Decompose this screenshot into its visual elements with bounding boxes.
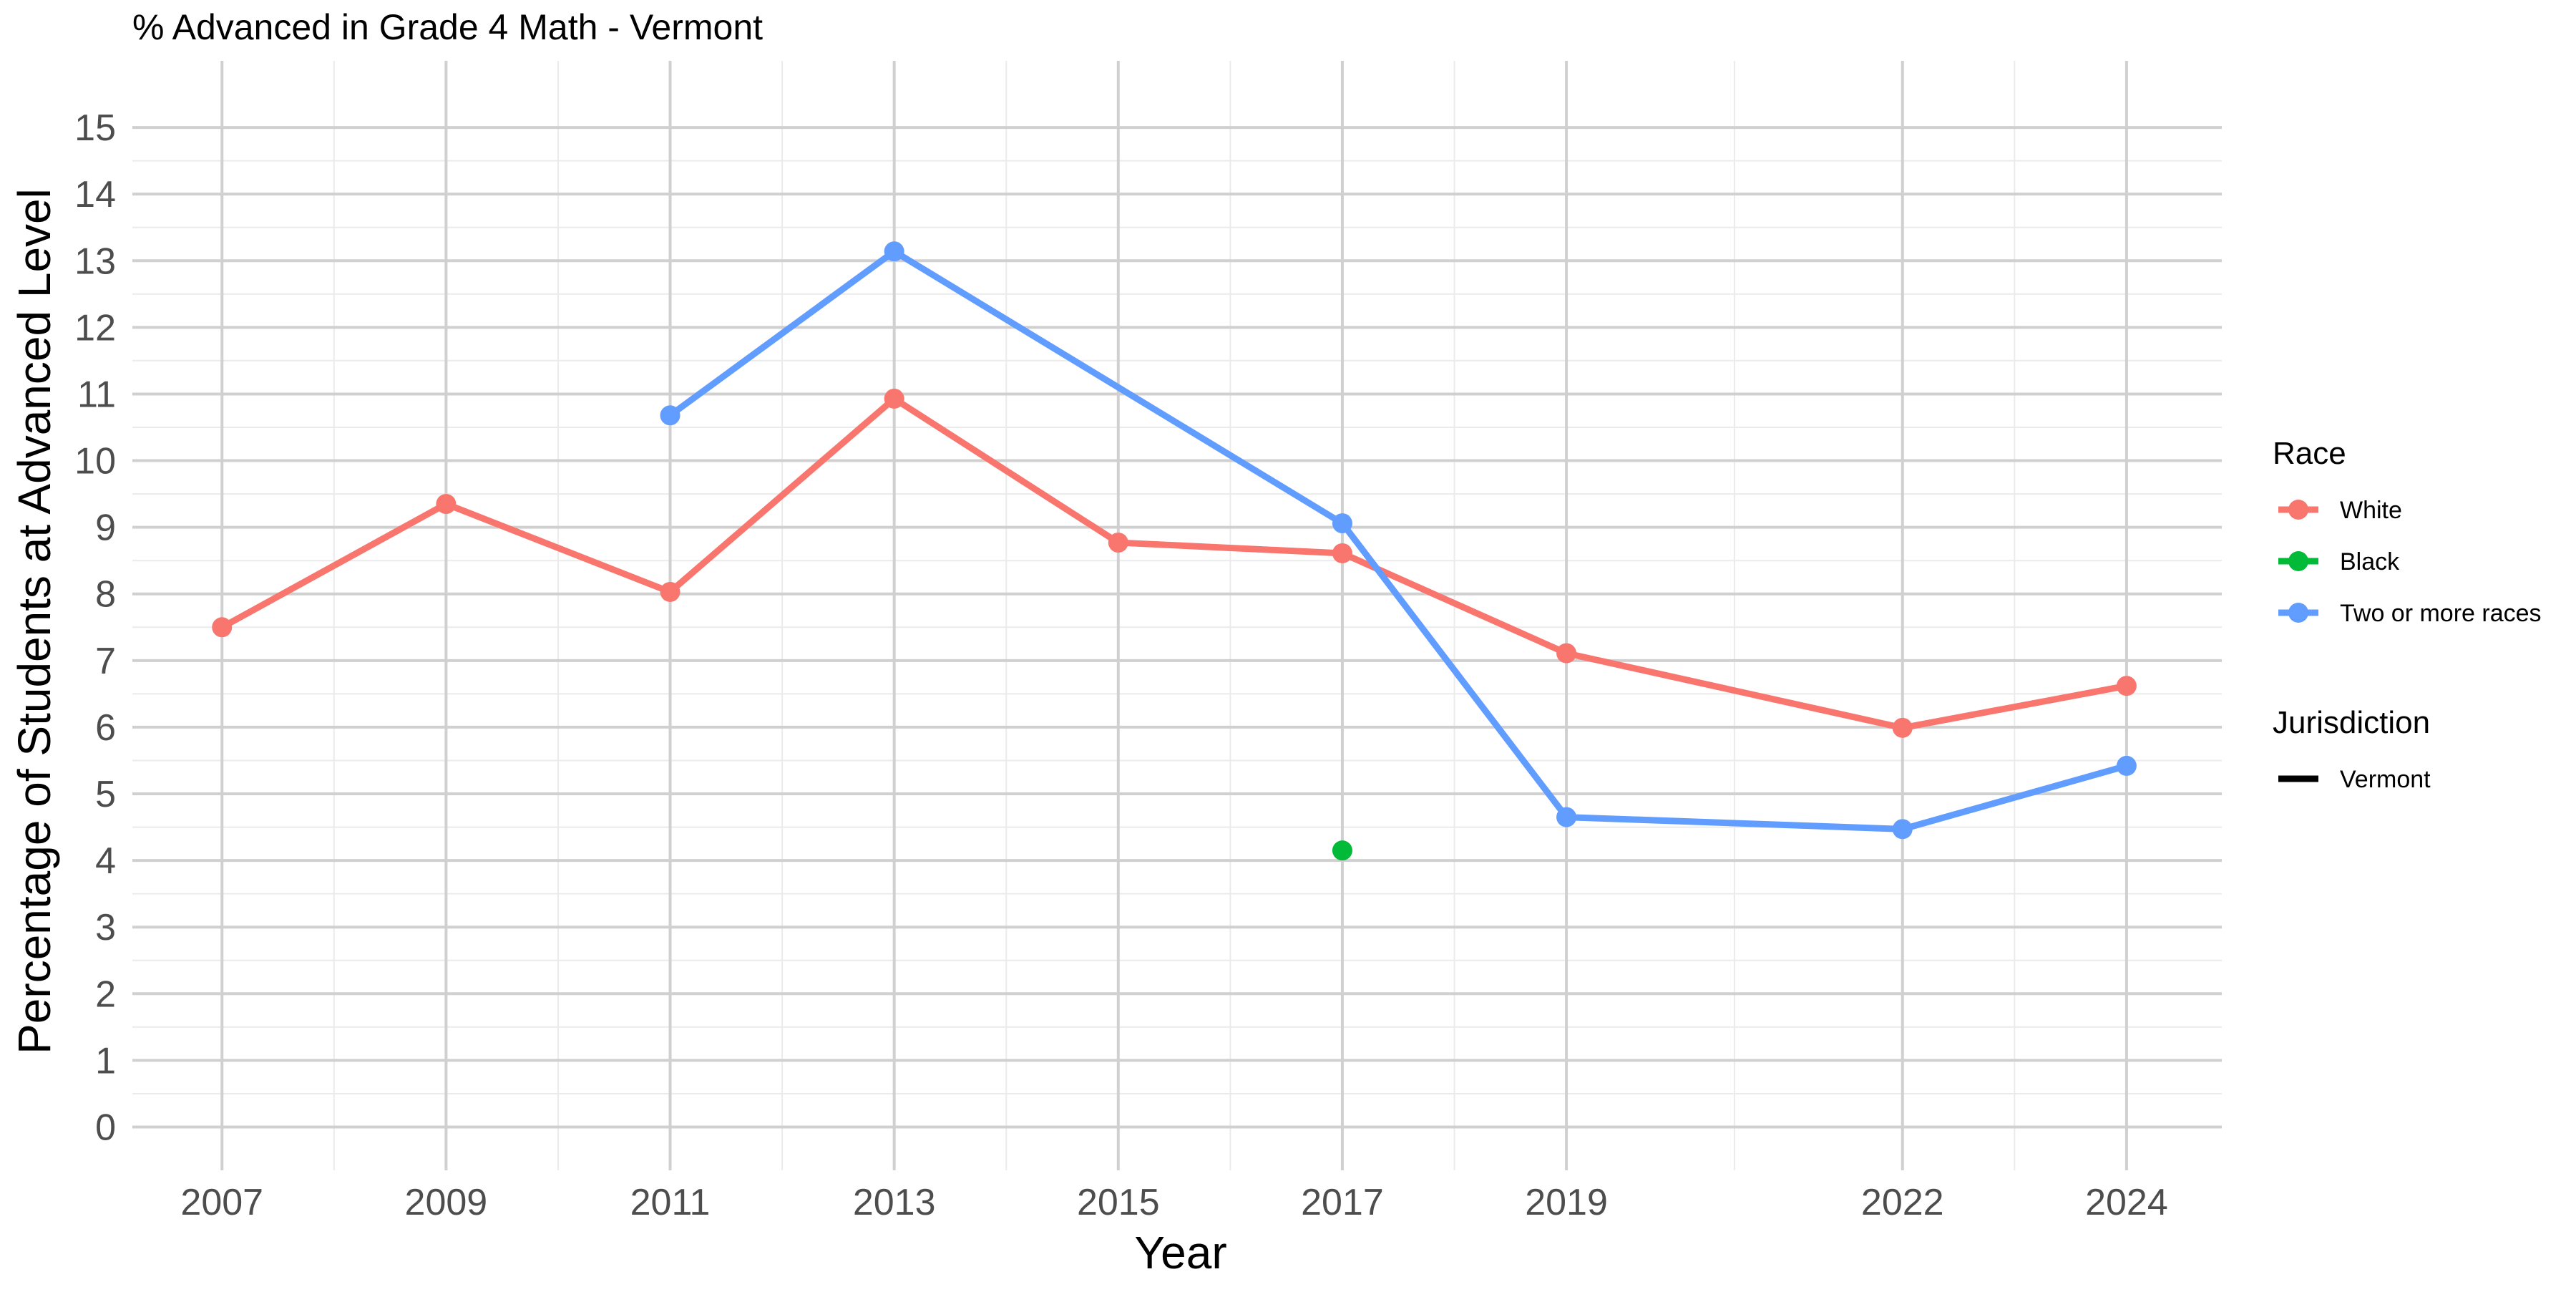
- legend-jurisdiction-title: Jurisdiction: [2273, 705, 2430, 740]
- y-tick-label: 2: [95, 973, 116, 1015]
- legend-label-vermont: Vermont: [2340, 766, 2431, 793]
- data-point-white: [2116, 676, 2137, 696]
- y-tick-label: 12: [74, 307, 116, 349]
- y-tick-label: 7: [95, 641, 116, 682]
- series-black: [1332, 840, 1352, 861]
- x-tick-label: 2015: [1077, 1182, 1160, 1223]
- y-axis-label: Percentage of Students at Advanced Level: [9, 188, 60, 1054]
- legend-label-white: White: [2340, 497, 2402, 524]
- data-point-two-or-more-races: [2116, 755, 2137, 776]
- data-point-white: [884, 388, 904, 409]
- legend-race-title: Race: [2273, 436, 2346, 471]
- x-tick-label: 2009: [405, 1182, 488, 1223]
- legend-jurisdiction: Jurisdiction Vermont: [2273, 705, 2431, 793]
- series-white: [212, 388, 2137, 738]
- y-tick-label: 8: [95, 574, 116, 616]
- legend-label-black: Black: [2340, 548, 2400, 575]
- y-tick-label: 13: [74, 241, 116, 282]
- legend-key-point-black: [2288, 551, 2308, 571]
- series-line-two-or-more-races: [668, 248, 2128, 832]
- y-tick-label: 10: [74, 441, 116, 482]
- data-point-white: [1108, 533, 1128, 553]
- data-point-white: [436, 494, 457, 515]
- data-point-white: [1332, 543, 1352, 563]
- x-axis-label: Year: [1134, 1227, 1226, 1278]
- x-tick-label: 2017: [1301, 1182, 1384, 1223]
- x-tick-label: 2019: [1525, 1182, 1608, 1223]
- y-tick-label: 5: [95, 774, 116, 815]
- data-point-white: [1556, 643, 1577, 664]
- x-tick-label: 2024: [2085, 1182, 2168, 1223]
- y-tick-label: 1: [95, 1040, 116, 1082]
- data-point-two-or-more-races: [1556, 807, 1577, 827]
- data-point-two-or-more-races: [660, 405, 680, 426]
- x-tick-label: 2007: [180, 1182, 263, 1223]
- y-tick-label: 4: [95, 840, 116, 882]
- y-tick-label: 15: [74, 107, 116, 149]
- data-point-two-or-more-races: [1332, 513, 1352, 534]
- data-point-white: [212, 617, 233, 638]
- data-point-white: [1892, 717, 1913, 738]
- data-point-two-or-more-races: [884, 241, 904, 262]
- data-point-two-or-more-races: [1892, 819, 1913, 840]
- x-tick-label: 2011: [630, 1182, 711, 1223]
- y-tick-label: 6: [95, 707, 116, 749]
- series-layer: [212, 241, 2137, 861]
- y-tick-label: 11: [77, 374, 116, 415]
- y-tick-label: 9: [95, 507, 116, 549]
- y-tick-label: 0: [95, 1107, 116, 1148]
- grid: [132, 61, 2222, 1170]
- data-point-white: [660, 581, 680, 602]
- legend-label-two-or-more-races: Two or more races: [2340, 600, 2542, 627]
- data-point-black: [1332, 840, 1352, 861]
- legend-key-point-two-or-more-races: [2288, 603, 2308, 623]
- y-tick-label: 14: [74, 174, 116, 215]
- y-tick-label: 3: [95, 907, 116, 948]
- series-line-white: [220, 395, 2127, 732]
- legend-race: Race White Black Two or more races: [2273, 436, 2542, 627]
- x-tick-label: 2013: [853, 1182, 936, 1223]
- x-tick-label: 2022: [1861, 1182, 1944, 1223]
- series-two-or-more-races: [660, 241, 2137, 840]
- chart-title: % Advanced in Grade 4 Math - Vermont: [132, 7, 763, 47]
- legend-key-point-white: [2288, 500, 2308, 520]
